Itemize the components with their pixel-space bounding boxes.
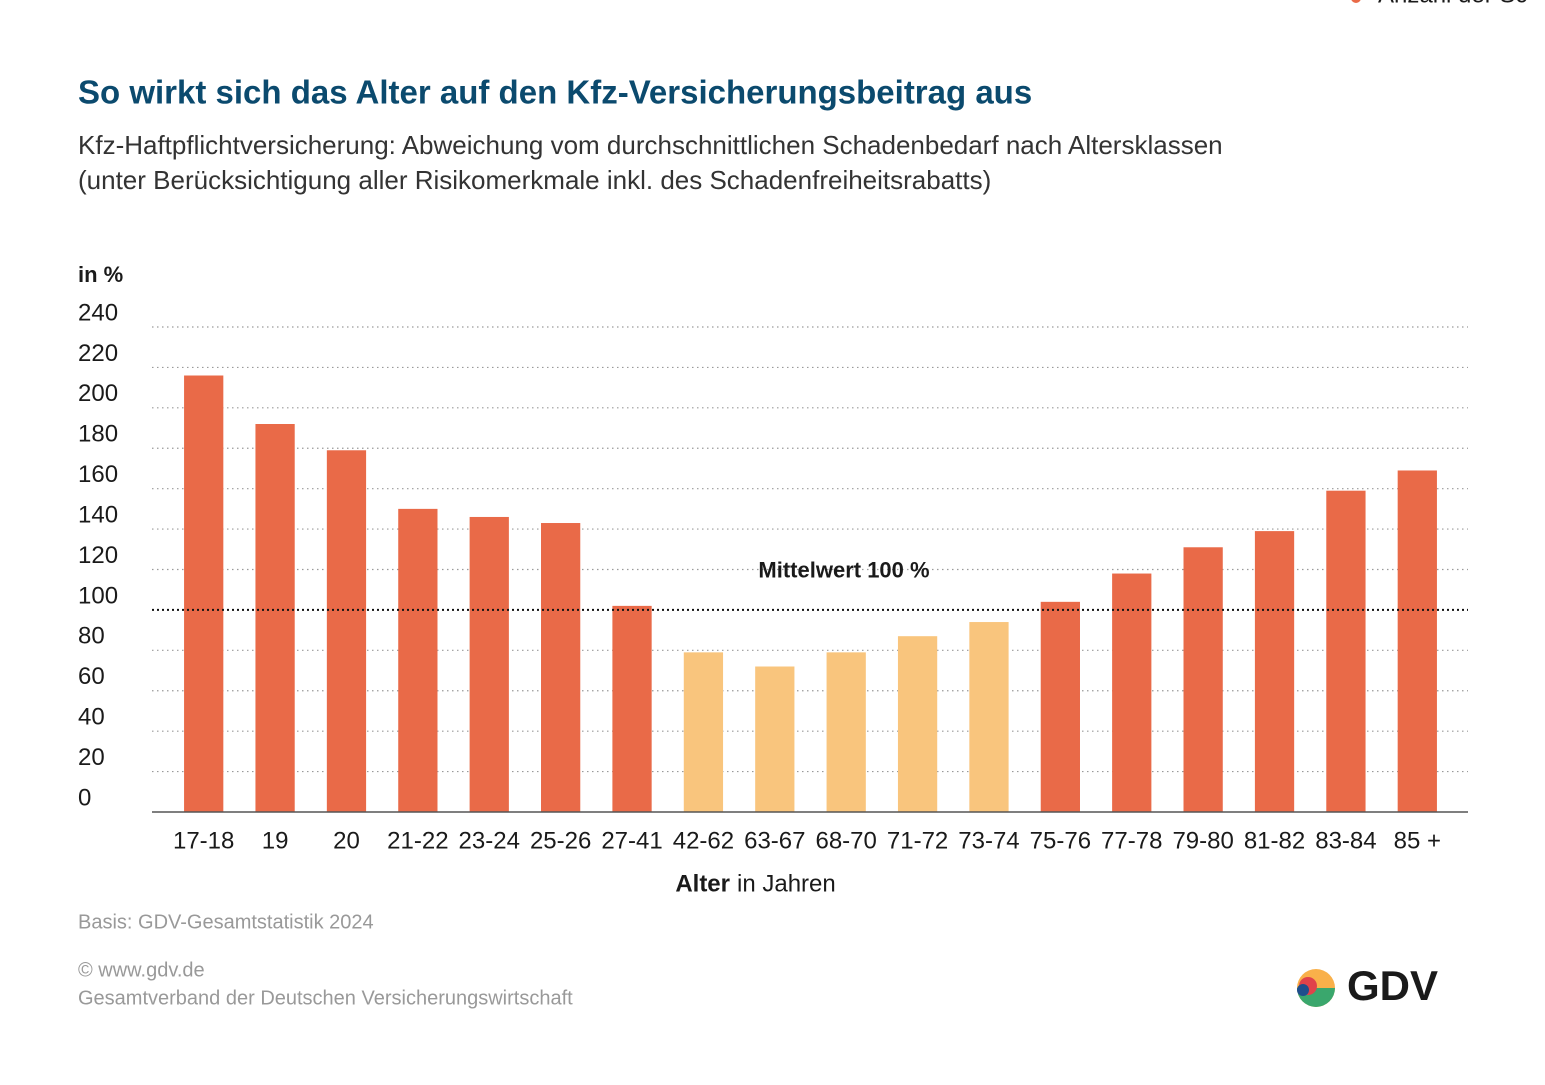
bar: [1326, 490, 1366, 812]
chart-title: So wirkt sich das Alter auf den Kfz-Vers…: [78, 74, 1032, 111]
y-tick-label: 160: [78, 461, 118, 488]
x-tick-label: 63-67: [744, 827, 805, 854]
bar: [255, 424, 295, 812]
x-tick-label: 83-84: [1315, 827, 1376, 854]
subtitle: Kfz-Haftpflichtversicherung: Abweichung …: [78, 130, 1223, 160]
y-tick-label: 80: [78, 623, 105, 650]
bar: [1397, 470, 1437, 812]
bar: [469, 516, 509, 812]
legend-fragment: Anzahl der Sc: [1378, 0, 1527, 8]
bar: [1183, 547, 1223, 812]
logo-mark: [1297, 969, 1335, 1007]
reference-label: Mittelwert 100 %: [758, 558, 929, 583]
x-tick-label: 85 +: [1394, 827, 1441, 854]
subtitle: (unter Berücksichtigung aller Risikomerk…: [78, 165, 991, 195]
x-tick-label: 20: [333, 827, 360, 854]
x-tick-label: 17-18: [173, 827, 234, 854]
bar: [1040, 601, 1080, 812]
bar: [541, 523, 581, 812]
y-tick-label: 220: [78, 340, 118, 367]
bar: [1254, 531, 1295, 812]
bar: [612, 605, 652, 812]
y-tick-label: 40: [78, 704, 105, 731]
bar: [755, 666, 795, 812]
bar: [826, 652, 866, 812]
y-tick-label: 0: [78, 784, 91, 811]
x-tick-label: 42-62: [673, 827, 734, 854]
x-tick-label: 77-78: [1101, 827, 1162, 854]
footer: Gesamtverband der Deutschen Versicherung…: [78, 987, 573, 1009]
x-tick-label: 27-41: [601, 827, 662, 854]
y-tick-label: 20: [78, 744, 105, 771]
bar: [326, 450, 367, 812]
bar: [897, 636, 938, 812]
x-tick-label: 71-72: [887, 827, 948, 854]
source: Basis: GDV-Gesamtstatistik 2024: [78, 911, 374, 933]
bar: [683, 652, 724, 812]
y-tick-label: 60: [78, 663, 105, 690]
bar: [398, 508, 438, 812]
bar: [1112, 573, 1152, 812]
x-tick-label: 81-82: [1244, 827, 1305, 854]
y-tick-label: 100: [78, 582, 118, 609]
x-tick-label: 79-80: [1172, 827, 1233, 854]
y-tick-label: 200: [78, 380, 118, 407]
x-tick-label: 21-22: [387, 827, 448, 854]
logo-text: GDV: [1347, 962, 1438, 1009]
x-tick-label: 68-70: [815, 827, 876, 854]
x-axis-label: Alter: [675, 870, 730, 897]
legend-dot: [1351, 0, 1361, 3]
y-tick-label: 120: [78, 542, 118, 569]
x-axis-label: in Jahren: [737, 870, 836, 897]
x-tick-label: 19: [262, 827, 289, 854]
y-tick-label: 180: [78, 421, 118, 448]
footer: © www.gdv.de: [78, 959, 205, 981]
bar: [969, 622, 1009, 812]
y-axis-label: in %: [78, 262, 123, 287]
x-tick-label: 73-74: [958, 827, 1019, 854]
x-tick-label: 75-76: [1030, 827, 1091, 854]
y-tick-label: 240: [78, 299, 118, 326]
x-tick-label: 25-26: [530, 827, 591, 854]
x-tick-label: 23-24: [459, 827, 520, 854]
y-tick-label: 140: [78, 501, 118, 528]
bar: [184, 375, 224, 812]
